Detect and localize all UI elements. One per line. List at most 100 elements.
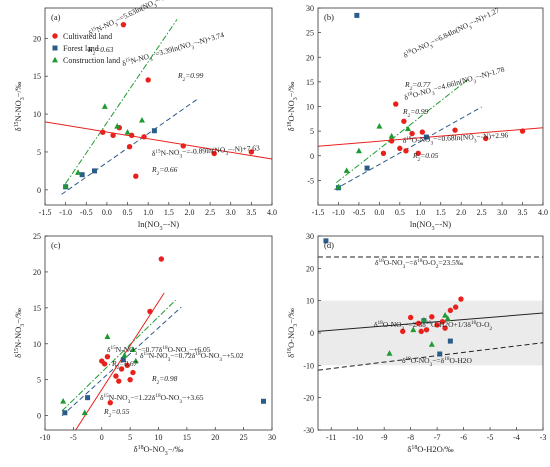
data-point-cultivated-land-9 — [458, 296, 464, 302]
fit-line-3 — [318, 127, 543, 147]
x-tick-label: 1.5 — [164, 208, 174, 217]
x-tick-label: 1.5 — [436, 208, 446, 217]
data-point-forest-land-4 — [423, 134, 429, 140]
x-tick-label: 20 — [211, 433, 219, 442]
x-tick-label: 30 — [268, 433, 276, 442]
y-tick-label: -10 — [303, 361, 314, 370]
panel-b: -1.5 -1.0 -0.5 0.0 0.5 1.0 1.5 2.0 2.5 3.0 3.5 4.0 -… — [286, 4, 548, 232]
data-point-forest-land-1 — [62, 410, 68, 416]
x-tick-label: -8 — [407, 433, 414, 442]
data-point-cultivated-land-4 — [397, 145, 403, 152]
panel-label: (b) — [324, 12, 334, 22]
data-point-cultivated-land-12 — [418, 328, 424, 335]
fit-r2-3: R2=0.55 — [103, 407, 130, 419]
data-point-cultivated-land-10 — [180, 143, 186, 149]
panel-label: (a) — [51, 12, 61, 22]
fit-equation-3: δ18O-NO3−=0.68ln(NO3−-N)+2.96 — [403, 130, 509, 148]
y-tick-label: 0 — [310, 152, 314, 161]
fit-equation-2: δ18O-NO3−=2/3δ18O-H2O+1/3δ18O-O2 — [374, 320, 492, 332]
legend-marker-1 — [52, 33, 58, 39]
data-point-construction-land-5 — [388, 132, 395, 139]
shaded-band — [318, 300, 543, 366]
fit-r2-2: R2=0.99 — [402, 107, 429, 119]
fit-r2-1: R2=0.63 — [87, 45, 114, 57]
y-tick-label: 0 — [310, 329, 314, 338]
x-tick-label: 5 — [128, 433, 132, 442]
fit-equation-3: δ18O-NO3−=δ18O-H2O — [402, 356, 473, 368]
data-point-cultivated-land-9 — [419, 129, 426, 135]
panel-label: (c) — [51, 240, 61, 250]
x-tick-label: -9 — [381, 433, 388, 442]
fit-equation-2: δ15N-NO3−=0.72δ18O-NO3−+5.02 — [140, 351, 244, 363]
data-point-construction-land-5 — [124, 129, 131, 135]
x-tick-label: 25 — [240, 433, 248, 442]
data-point-cultivated-land-7 — [118, 366, 125, 372]
data-point-cultivated-land-1 — [100, 129, 106, 135]
data-point-cultivated-land-3 — [423, 327, 430, 333]
y-tick-label: 15 — [306, 78, 314, 87]
data-point-cultivated-land-4 — [107, 399, 113, 406]
data-point-cultivated-land-8 — [415, 150, 421, 156]
y-tick-label: 10 — [33, 340, 41, 349]
data-point-construction-land-2 — [81, 409, 88, 416]
x-tick-label: 3.0 — [497, 208, 507, 217]
x-tick-label: 2.5 — [477, 208, 487, 217]
fit-r2-3: R2=0.66 — [151, 165, 178, 177]
legend-label-3: Construction land — [63, 56, 120, 65]
data-point-cultivated-land-12 — [248, 149, 255, 155]
x-tick-label: -7 — [434, 433, 441, 442]
fit-equation-3: δ15N-NO3−=-0.89ln(NO3−-N)+7.63 — [152, 143, 261, 161]
panel-d: -11 -10 -9 -8 -7 -6 -5 -4 -3 -30 -20 -10 0 10 20 30 δ18O… — [286, 232, 546, 454]
y-tick-label: 0 — [37, 412, 41, 421]
data-point-construction-land-1 — [62, 182, 69, 189]
data-point-cultivated-land-1 — [400, 328, 406, 335]
y-tick-label: -20 — [303, 394, 314, 403]
x-tick-label: 15 — [183, 433, 191, 442]
x-tick-label: 10 — [155, 433, 163, 442]
data-point-cultivated-land-8 — [141, 134, 147, 140]
data-point-construction-land-4 — [114, 123, 121, 129]
x-tick-label: 0 — [100, 433, 104, 442]
y-tick-label: 0 — [37, 186, 41, 195]
fit-line-3 — [45, 121, 272, 160]
data-point-construction-land-3 — [420, 316, 427, 323]
data-point-forest-land-3 — [437, 351, 443, 357]
x-tick-label: 3.0 — [226, 208, 236, 217]
data-point-cultivated-land-6 — [116, 378, 122, 384]
x-tick-label: 0.0 — [374, 208, 384, 217]
plot-frame — [44, 235, 273, 431]
data-point-forest-land-4 — [260, 398, 266, 404]
data-point-cultivated-land-7 — [409, 130, 415, 137]
data-point-cultivated-land-11 — [147, 308, 153, 315]
y-axis-label: δ18O-NO3−/‰ — [286, 308, 299, 358]
data-point-cultivated-land-5 — [126, 143, 133, 150]
fit-equation-1: δ18O-NO3−=δ18O-O2=23.5‰ — [375, 258, 464, 270]
fit-r2-1: R2=0.77 — [404, 80, 431, 92]
panel-a: -1.5 -1.0 -0.5 0.0 0.5 1.0 1.5 2.0 2.5 3.0 3.5 4.0 0… — [13, 0, 277, 232]
data-point-cultivated-land-6 — [128, 132, 135, 138]
x-tick-label: -1.5 — [39, 208, 52, 217]
fit-r2-2: R2=0.99 — [177, 71, 204, 83]
y-tick-label: 20 — [33, 268, 41, 277]
x-tick-label: 4.0 — [267, 208, 277, 217]
panel-c: -10 -5 0 5 10 15 20 25 30 0 5 10 15 20 25 δ18O-NO3−/‰ δ1… — [13, 232, 276, 457]
y-tick-label: 15 — [33, 304, 41, 313]
data-point-cultivated-land-2 — [415, 320, 422, 326]
x-tick-label: -6 — [460, 433, 467, 442]
data-point-forest-land-2 — [85, 395, 91, 401]
data-point-construction-land-6 — [444, 315, 451, 321]
data-point-construction-land-5 — [129, 346, 136, 352]
fit-equation-1: δ18O-NO3−=6.84ln(NO3−-N)+1.27 — [402, 5, 502, 62]
x-tick-label: 0.0 — [102, 208, 112, 217]
data-point-cultivated-land-11 — [407, 314, 414, 321]
fit-line-1 — [61, 299, 176, 412]
data-point-forest-land-2 — [354, 12, 360, 18]
y-tick-label: 10 — [306, 103, 314, 112]
data-point-cultivated-land-6 — [403, 148, 409, 154]
data-point-cultivated-land-3 — [393, 101, 399, 107]
x-tick-label: 3.5 — [246, 208, 256, 217]
legend-marker-2 — [52, 45, 58, 51]
data-point-cultivated-land-5 — [439, 318, 446, 325]
data-point-construction-land-5 — [442, 312, 449, 318]
data-point-construction-land-3 — [355, 147, 362, 154]
